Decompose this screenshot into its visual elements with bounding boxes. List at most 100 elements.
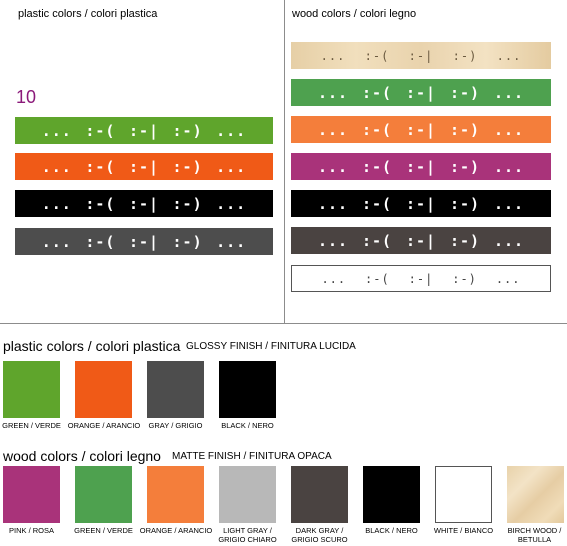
- glossy-finish-label: GLOSSY FINISH / FINITURA LUCIDA: [186, 341, 356, 352]
- swatch-label: WHITE / BIANCO: [433, 526, 494, 535]
- matte-finish-label: MATTE FINISH / FINITURA OPACA: [172, 451, 332, 462]
- section-divider: [0, 323, 567, 324]
- symbol-neutral: :-|: [128, 194, 160, 213]
- swatch-wood-dark-gray: [291, 466, 348, 523]
- symbol-sad: :-(: [361, 157, 393, 176]
- symbol-smile: :-): [172, 157, 203, 176]
- symbol-dots: ...: [493, 83, 525, 102]
- swatch-wood-birch: [507, 466, 564, 523]
- swatch-label: BLACK / NERO: [365, 526, 418, 535]
- wood-bar-dark-gray: ... :-( :-| :-) ...: [291, 227, 551, 254]
- symbol-neutral: :-|: [128, 232, 160, 251]
- wood-bar-orange: ... :-( :-| :-) ...: [291, 116, 551, 143]
- plastic-bar-orange: ... :-( :-| :-) ...: [15, 153, 273, 180]
- symbol-smile: :-): [449, 231, 481, 250]
- plastic-bar-green: ... :-( :-| :-) ...: [15, 117, 273, 144]
- symbol-dots: ...: [317, 120, 349, 139]
- symbol-sad: :-(: [361, 231, 393, 250]
- symbol-dots: ...: [321, 271, 347, 286]
- symbol-neutral: :-|: [405, 120, 437, 139]
- symbol-neutral: :-|: [405, 194, 437, 213]
- symbol-smile: :-): [449, 194, 481, 213]
- swatch-wood-orange: [147, 466, 204, 523]
- symbol-dots: ...: [216, 157, 247, 176]
- symbol-dots: ...: [496, 48, 522, 63]
- plastic-column-title: plastic colors / colori plastica: [18, 8, 158, 20]
- symbol-neutral: :-|: [128, 121, 160, 140]
- symbol-smile: :-): [172, 232, 203, 251]
- symbol-smile: :-): [452, 48, 478, 63]
- wood-bar-black: ... :-( :-| :-) ...: [291, 190, 551, 217]
- symbol-sad: :-(: [85, 157, 116, 176]
- symbol-dots: ...: [216, 194, 247, 213]
- wood-bar-green: ... :-( :-| :-) ...: [291, 79, 551, 106]
- symbol-sad: :-(: [85, 194, 116, 213]
- swatch-wood-black: [363, 466, 420, 523]
- symbol-smile: :-): [172, 194, 203, 213]
- swatch-label-line2: GRIGIO SCURO: [291, 535, 348, 544]
- symbol-sad: :-(: [85, 232, 116, 251]
- symbol-dots: ...: [41, 194, 72, 213]
- symbol-dots: ...: [317, 231, 349, 250]
- swatch-plastic-green: [3, 361, 60, 418]
- symbol-smile: :-): [452, 271, 477, 286]
- symbol-dots: ...: [493, 231, 525, 250]
- wood-section-title: wood colors / colori legno: [3, 448, 161, 464]
- symbol-dots: ...: [216, 121, 247, 140]
- swatch-label: DARK GRAY / GRIGIO SCURO: [286, 526, 353, 544]
- swatch-label-line2: GRIGIO CHIARO: [218, 535, 277, 544]
- symbol-dots: ...: [493, 194, 525, 213]
- symbol-dots: ...: [317, 194, 349, 213]
- swatch-label: GREEN / VERDE: [2, 421, 61, 430]
- swatch-plastic-orange: [75, 361, 132, 418]
- swatch-label: LIGHT GRAY / GRIGIO CHIARO: [214, 526, 281, 544]
- swatch-label: BLACK / NERO: [221, 421, 274, 430]
- count-label: 10: [16, 87, 37, 107]
- symbol-dots: ...: [317, 157, 349, 176]
- symbol-smile: :-): [449, 120, 481, 139]
- swatch-label: ORANGE / ARANCIO: [139, 526, 213, 535]
- symbol-sad: :-(: [364, 48, 390, 63]
- symbol-sad: :-(: [361, 194, 393, 213]
- wood-bar-pink: ... :-( :-| :-) ...: [291, 153, 551, 180]
- symbol-dots: ...: [41, 121, 72, 140]
- swatch-label-line1: LIGHT GRAY /: [223, 526, 272, 535]
- symbol-dots: ...: [493, 120, 525, 139]
- wood-bar-white: ... :-( :-| :-) ...: [291, 265, 551, 292]
- plastic-section-title: plastic colors / colori plastica: [3, 338, 181, 354]
- swatch-wood-white: [435, 466, 492, 523]
- symbol-neutral: :-|: [128, 157, 160, 176]
- swatch-label-line1: DARK GRAY /: [295, 526, 344, 535]
- symbol-neutral: :-|: [405, 83, 437, 102]
- symbol-sad: :-(: [365, 271, 390, 286]
- wood-column-title: wood colors / colori legno: [292, 8, 417, 20]
- plastic-bar-gray: ... :-( :-| :-) ...: [15, 228, 273, 255]
- symbol-smile: :-): [449, 157, 481, 176]
- symbol-sad: :-(: [85, 121, 116, 140]
- symbol-dots: ...: [495, 271, 521, 286]
- swatch-label: GRAY / GRIGIO: [148, 421, 203, 430]
- swatch-wood-light-gray: [219, 466, 276, 523]
- symbol-neutral: :-|: [408, 48, 434, 63]
- swatch-label-line2: BETULLA: [517, 535, 552, 544]
- wood-bar-birch: ... :-( :-| :-) ...: [291, 42, 551, 69]
- symbol-dots: ...: [216, 232, 247, 251]
- swatch-wood-pink: [3, 466, 60, 523]
- symbol-smile: :-): [172, 121, 203, 140]
- symbol-dots: ...: [41, 232, 72, 251]
- swatch-label: PINK / ROSA: [8, 526, 54, 535]
- plastic-bar-black: ... :-( :-| :-) ...: [15, 190, 273, 217]
- column-divider: [284, 0, 285, 323]
- symbol-neutral: :-|: [405, 157, 437, 176]
- symbol-dots: ...: [41, 157, 72, 176]
- symbol-sad: :-(: [361, 83, 393, 102]
- symbol-sad: :-(: [361, 120, 393, 139]
- swatch-label: ORANGE / ARANCIO: [67, 421, 141, 430]
- swatch-plastic-black: [219, 361, 276, 418]
- symbol-neutral: :-|: [405, 231, 437, 250]
- symbol-dots: ...: [317, 83, 349, 102]
- symbol-dots: ...: [320, 48, 346, 63]
- symbol-dots: ...: [493, 157, 525, 176]
- swatch-wood-green: [75, 466, 132, 523]
- swatch-label: BIRCH WOOD / BETULLA: [502, 526, 567, 544]
